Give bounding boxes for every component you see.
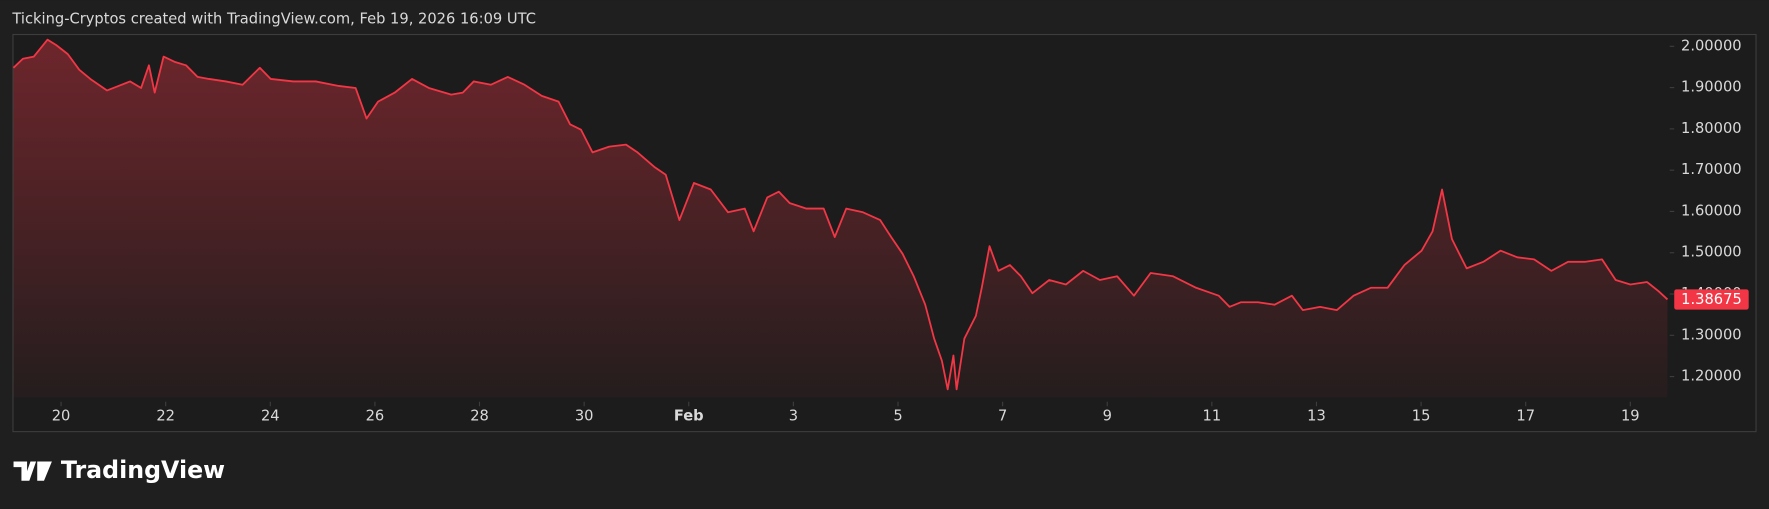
y-tick-label: 1.30000: [1681, 326, 1742, 343]
x-tick-label: 22: [156, 407, 175, 424]
x-tick-label: 13: [1307, 407, 1326, 424]
last-price-label: 1.38675: [1681, 291, 1742, 308]
x-tick-label: 15: [1412, 407, 1431, 424]
y-tick-label: 2.00000: [1681, 37, 1742, 54]
header-text: Ticking-Cryptos created with TradingView…: [11, 10, 536, 27]
x-tick-label: Feb: [674, 407, 704, 424]
y-tick-label: 1.60000: [1681, 202, 1742, 219]
x-tick-label: 7: [998, 407, 1007, 424]
x-tick-label: 11: [1203, 407, 1222, 424]
y-tick-label: 1.90000: [1681, 79, 1742, 96]
x-tick-label: 20: [52, 407, 71, 424]
logo-text: TradingView: [61, 456, 225, 484]
x-tick-label: 5: [893, 407, 902, 424]
x-tick-label: 28: [470, 407, 489, 424]
y-tick-label: 1.70000: [1681, 161, 1742, 178]
x-tick-label: 19: [1621, 407, 1640, 424]
area-fill: [13, 39, 1668, 398]
x-tick-label: 26: [366, 407, 385, 424]
x-tick-label: 17: [1516, 407, 1535, 424]
price-line: [12, 38, 1669, 391]
x-tick-label: 3: [789, 407, 798, 424]
last-price-tag: [1674, 289, 1749, 310]
x-tick-label: 24: [261, 407, 280, 424]
logo: TradingView: [13, 456, 225, 484]
y-tick-label: 1.20000: [1681, 368, 1742, 385]
y-tick-label: 1.50000: [1681, 244, 1742, 261]
x-tick-label: 30: [575, 407, 594, 424]
y-tick-label: 1.80000: [1681, 120, 1742, 137]
x-tick-label: 9: [1103, 407, 1112, 424]
